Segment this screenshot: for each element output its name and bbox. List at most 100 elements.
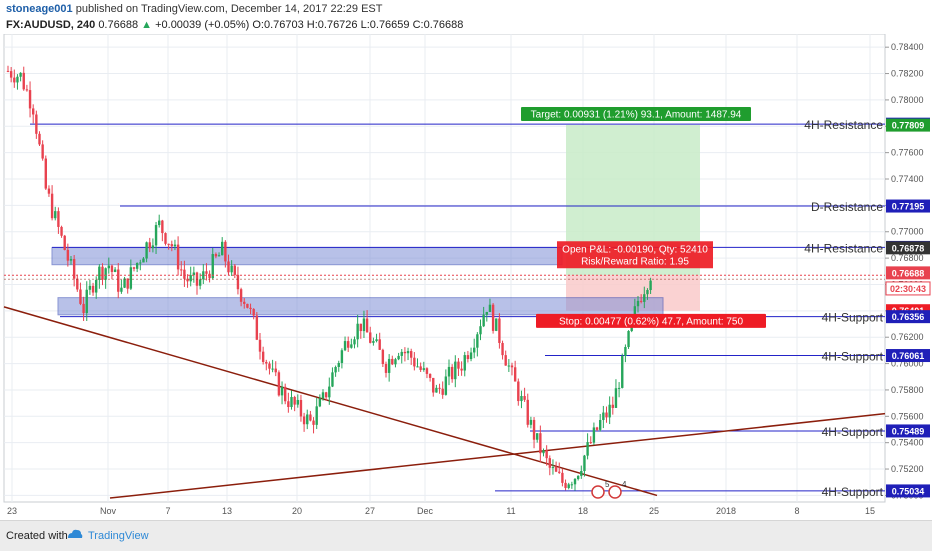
price-tag-box	[886, 310, 930, 324]
candle	[233, 265, 236, 275]
x-tick-label: Nov	[100, 506, 117, 516]
candle	[482, 314, 485, 327]
price-tag-box	[886, 199, 930, 213]
candle	[211, 254, 214, 279]
tradingview-brand-link[interactable]: TradingView	[88, 530, 149, 542]
candle	[617, 387, 621, 389]
published-text: published on TradingView.com, December 1…	[75, 3, 383, 15]
y-tick-label: 0.75800	[891, 385, 924, 395]
candle	[624, 347, 627, 357]
candle	[252, 309, 255, 316]
candle	[460, 368, 463, 371]
candle	[627, 331, 630, 348]
candle	[44, 158, 47, 189]
candle	[321, 392, 325, 399]
candle	[221, 241, 224, 256]
candle	[328, 386, 331, 398]
footer-bar: Created with TradingView	[0, 520, 932, 551]
candle	[129, 267, 133, 289]
candle	[243, 301, 246, 304]
author-link[interactable]: stoneage001	[6, 3, 73, 15]
candle	[605, 412, 608, 418]
candle	[261, 351, 265, 362]
candle	[154, 225, 158, 246]
candle	[19, 72, 22, 77]
price-tag-box	[886, 349, 930, 363]
candle	[517, 381, 520, 402]
price-tag: 0.76061	[892, 351, 925, 361]
event-marker-icon[interactable]	[591, 485, 605, 499]
y-tick-label: 0.76000	[891, 359, 924, 369]
publish-line: stoneage001 published on TradingView.com…	[6, 3, 382, 15]
candle	[192, 272, 196, 276]
candle	[513, 367, 517, 382]
candle	[378, 339, 381, 350]
candle	[532, 419, 536, 440]
candle	[636, 300, 640, 307]
candle	[595, 427, 599, 430]
level-label: 4H-Support	[822, 350, 884, 364]
price-change: +0.00039 (+0.05%)	[155, 19, 250, 31]
candle	[558, 471, 561, 473]
candle	[375, 339, 378, 342]
level-label: 4H-Support	[822, 425, 884, 439]
price-chart[interactable]: 0.784000.782000.780000.778000.776000.774…	[0, 34, 932, 520]
ohlc-values: O:0.76703 H:0.76726 L:0.76659 C:0.76688	[252, 19, 464, 31]
candle	[403, 351, 407, 354]
candle	[28, 90, 32, 109]
target-label-box	[521, 106, 751, 121]
candle	[277, 372, 281, 396]
candle	[343, 341, 347, 351]
support-zone	[57, 297, 664, 316]
candle	[85, 289, 88, 314]
candle	[287, 401, 290, 408]
candle	[82, 303, 85, 314]
x-tick-label: 13	[222, 506, 232, 516]
candle	[315, 406, 318, 425]
candle	[142, 258, 145, 263]
candle	[438, 387, 441, 389]
candle	[38, 133, 41, 145]
candle	[176, 244, 180, 270]
candle	[589, 442, 592, 444]
candle	[444, 376, 448, 395]
y-tick-label: 0.75400	[891, 438, 924, 448]
level-label: 4H-Resistance	[804, 241, 883, 255]
candle	[441, 388, 444, 395]
y-tick-label: 0.78000	[891, 95, 924, 105]
candle	[564, 482, 567, 488]
candle	[450, 366, 454, 380]
candle	[161, 220, 164, 234]
candle	[646, 290, 649, 295]
candle	[491, 304, 495, 331]
price-tag: 0.75489	[892, 426, 925, 436]
candle	[189, 275, 192, 282]
candle	[542, 450, 545, 454]
candle	[334, 367, 337, 373]
candle	[583, 455, 586, 471]
candle	[488, 304, 492, 312]
price-tag: 02:30:43	[890, 284, 926, 294]
rr-label: Risk/Reward Ratio: 1.95	[581, 256, 689, 267]
candle	[381, 349, 385, 365]
candle	[435, 387, 438, 393]
level-label: 4H-Support	[822, 311, 884, 325]
y-tick-label: 0.75600	[891, 411, 924, 421]
candle	[299, 399, 303, 417]
up-arrow-icon: ▲	[141, 19, 153, 31]
candle	[548, 458, 551, 468]
candle	[139, 262, 142, 264]
y-tick-label: 0.78400	[891, 42, 924, 52]
price-tag-box	[886, 118, 930, 132]
event-marker-icon[interactable]	[608, 485, 622, 499]
x-tick-label: 20	[292, 506, 302, 516]
candle	[13, 77, 16, 83]
candle	[145, 242, 148, 259]
candle	[296, 399, 299, 405]
x-tick-label: 25	[649, 506, 659, 516]
target-label: Target: 0.00931 (1.21%) 93.1, Amount: 14…	[531, 109, 742, 120]
candle	[265, 361, 268, 364]
y-tick-label: 0.77000	[891, 227, 924, 237]
candle	[432, 377, 435, 393]
candle	[614, 388, 618, 408]
